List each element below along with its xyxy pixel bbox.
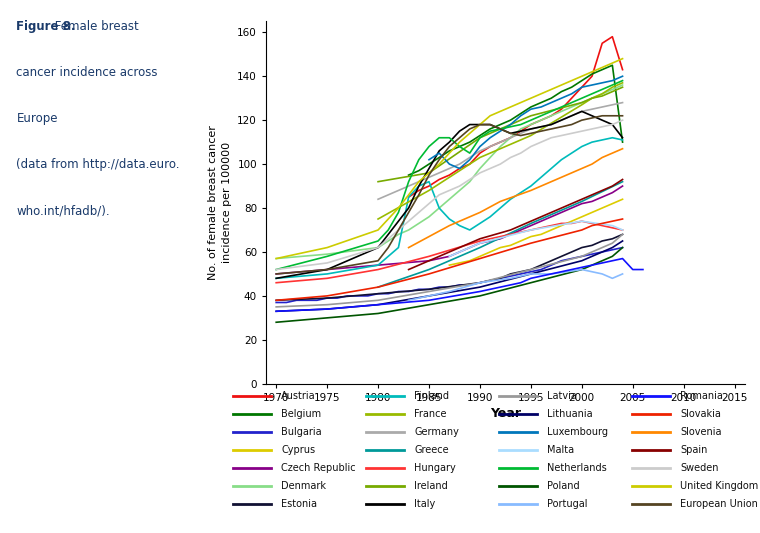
Text: Belgium: Belgium <box>281 409 321 419</box>
Text: Romania: Romania <box>680 391 723 401</box>
Text: Figure 8.: Figure 8. <box>17 20 76 33</box>
Text: Poland: Poland <box>547 481 580 491</box>
Text: Lithuania: Lithuania <box>547 409 593 419</box>
Text: Malta: Malta <box>547 445 575 455</box>
Text: Austria: Austria <box>281 391 316 401</box>
Text: France: France <box>414 409 447 419</box>
Text: Cyprus: Cyprus <box>281 445 315 455</box>
Text: Greece: Greece <box>414 445 449 455</box>
Text: Latvia: Latvia <box>547 391 577 401</box>
Text: (data from http://data.euro.: (data from http://data.euro. <box>17 158 180 172</box>
X-axis label: Year: Year <box>490 407 521 420</box>
Text: Luxembourg: Luxembourg <box>547 427 608 437</box>
Text: cancer incidence across: cancer incidence across <box>17 66 158 79</box>
Text: Czech Republic: Czech Republic <box>281 463 356 473</box>
Text: Slovakia: Slovakia <box>680 409 721 419</box>
Text: Germany: Germany <box>414 427 459 437</box>
Text: Hungary: Hungary <box>414 463 456 473</box>
Text: Sweden: Sweden <box>680 463 719 473</box>
Text: Finland: Finland <box>414 391 449 401</box>
Text: Bulgaria: Bulgaria <box>281 427 321 437</box>
Text: Netherlands: Netherlands <box>547 463 607 473</box>
Text: Estonia: Estonia <box>281 499 317 509</box>
Text: Italy: Italy <box>414 499 435 509</box>
Text: United Kingdom: United Kingdom <box>680 481 758 491</box>
Text: Portugal: Portugal <box>547 499 587 509</box>
Text: Ireland: Ireland <box>414 481 448 491</box>
Text: who.int/hfadb/).: who.int/hfadb/). <box>17 205 110 217</box>
Text: Spain: Spain <box>680 445 708 455</box>
Text: Slovenia: Slovenia <box>680 427 722 437</box>
Text: Female breast: Female breast <box>51 20 138 33</box>
Text: Europe: Europe <box>17 112 58 125</box>
Text: European Union: European Union <box>680 499 758 509</box>
Y-axis label: No. of female breast cancer
incidence per 100000: No. of female breast cancer incidence pe… <box>208 125 232 280</box>
Text: Denmark: Denmark <box>281 481 326 491</box>
